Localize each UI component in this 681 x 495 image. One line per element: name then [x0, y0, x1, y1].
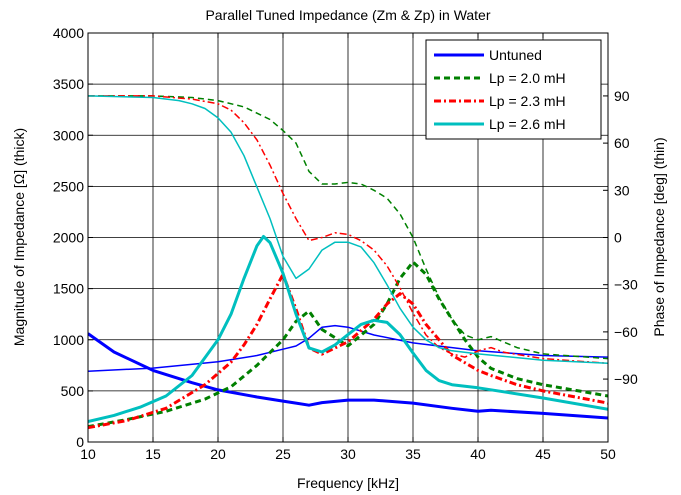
- series-line-lp-2-0-mh-phase: [88, 95, 608, 360]
- x-tick-label: 35: [405, 446, 421, 462]
- y-left-tick-label: 500: [61, 383, 85, 399]
- series-lines: [88, 95, 608, 430]
- x-tick-label: 10: [80, 446, 96, 462]
- axis-ticks: 10 15 20 25 30 35 40 45 500500100015002000250030…: [53, 25, 638, 462]
- y-axis-left-label: Magnitude of Impedance [Ω] (thick): [11, 128, 27, 346]
- y-left-tick-label: 2000: [53, 230, 84, 246]
- series-line-untuned-phase: [88, 324, 608, 372]
- y-left-tick-label: 3500: [53, 76, 84, 92]
- y-left-tick-label: 0: [76, 434, 84, 450]
- y-left-tick-label: 1500: [53, 281, 84, 297]
- x-axis-label: Frequency [kHz]: [297, 475, 399, 491]
- y-right-tick-label: −60: [614, 324, 638, 340]
- y-right-tick-label: 60: [614, 135, 630, 151]
- series-line-lp-2-6-mh-magnitude: [88, 235, 608, 424]
- y-right-tick-label: −30: [614, 277, 638, 293]
- x-tick-label: 25: [275, 446, 291, 462]
- series-line-lp-2-0-mh-magnitude: [88, 260, 608, 429]
- x-tick-label: 15: [145, 446, 161, 462]
- x-tick-label: 20: [210, 446, 226, 462]
- x-tick-label: 40: [470, 446, 486, 462]
- legend: Untuned Lp = 2.0 mH Lp = 2.3 mH Lp = 2.6 mH: [425, 39, 602, 140]
- y-left-tick-label: 3000: [53, 127, 84, 143]
- legend-label: Untuned: [489, 47, 542, 63]
- y-right-tick-label: 90: [614, 88, 630, 104]
- series-line-lp-2-6-mh-phase: [88, 95, 608, 365]
- legend-label: Lp = 2.6 mH: [489, 116, 566, 132]
- legend-label: Lp = 2.3 mH: [489, 93, 566, 109]
- series-line-lp-2-3-mh-magnitude: [88, 272, 608, 430]
- chart-title: Parallel Tuned Impedance (Zm & Zp) in Wa…: [205, 7, 490, 23]
- y-left-tick-label: 1000: [53, 332, 84, 348]
- y-axis-right-label: Phase of Impedance [deg] (thin): [651, 137, 667, 336]
- series-line-lp-2-3-mh-phase: [88, 95, 608, 365]
- legend-label: Lp = 2.0 mH: [489, 70, 566, 86]
- y-right-tick-label: 30: [614, 182, 630, 198]
- y-left-tick-label: 2500: [53, 178, 84, 194]
- y-right-tick-label: −90: [614, 371, 638, 387]
- x-tick-label: 50: [600, 446, 616, 462]
- x-tick-label: 30: [340, 446, 356, 462]
- x-tick-label: 45: [535, 446, 551, 462]
- y-left-tick-label: 4000: [53, 25, 84, 41]
- y-right-tick-label: 0: [614, 230, 622, 246]
